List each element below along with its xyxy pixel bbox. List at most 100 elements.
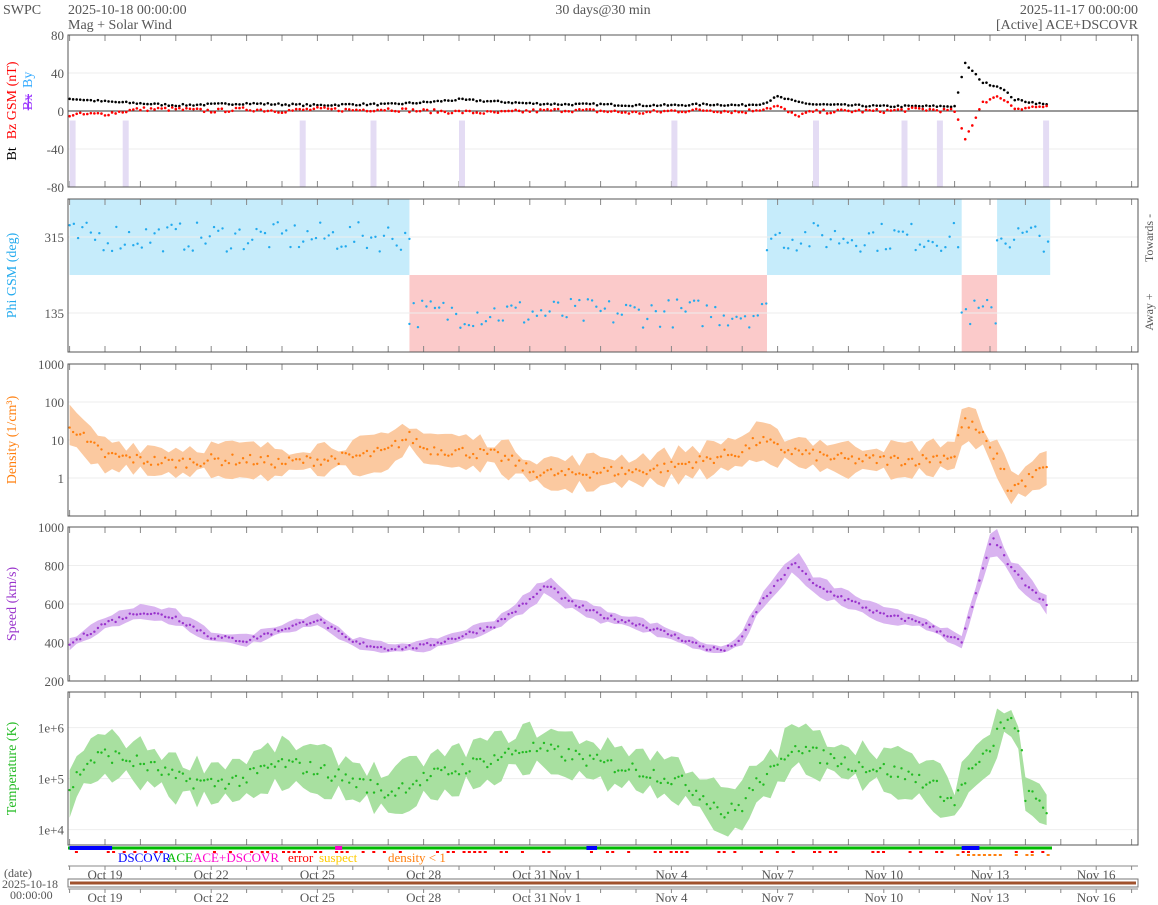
- point-speed: [206, 635, 209, 638]
- point-bz: [613, 109, 617, 113]
- x-tick-label: Oct 25: [300, 867, 335, 882]
- status-error-mark: [871, 851, 875, 853]
- point-temp: [542, 741, 546, 745]
- point-speed: [486, 625, 489, 629]
- point-bz: [298, 107, 302, 111]
- point-phi: [952, 221, 956, 225]
- point-speed: [171, 616, 174, 620]
- point-speed: [656, 627, 659, 630]
- point-bz: [921, 107, 925, 111]
- point-bt: [949, 105, 953, 109]
- point-bt: [797, 100, 801, 104]
- point-speed: [631, 622, 634, 625]
- point-speed: [1020, 577, 1024, 580]
- point-density: [256, 462, 259, 465]
- point-phi: [948, 235, 951, 238]
- point-phi: [748, 326, 751, 329]
- point-bt: [188, 103, 192, 106]
- point-phi: [348, 225, 352, 229]
- point-density: [528, 471, 531, 474]
- point-speed: [369, 645, 372, 648]
- point-density: [794, 447, 797, 450]
- point-phi: [442, 301, 445, 305]
- point-density: [195, 463, 199, 466]
- point-bz: [255, 108, 259, 112]
- point-temp: [464, 772, 468, 775]
- point-temp: [365, 791, 369, 794]
- status-lowdens-mark: [1046, 854, 1050, 856]
- point-bz: [408, 110, 411, 114]
- point-density: [96, 444, 100, 447]
- point-bz: [701, 109, 705, 112]
- point-temp: [956, 789, 960, 792]
- point-speed: [156, 612, 160, 615]
- point-speed: [939, 630, 942, 633]
- point-bz: [192, 107, 195, 111]
- point-bt: [712, 103, 716, 107]
- point-speed: [585, 609, 588, 612]
- point-bt: [942, 105, 946, 108]
- point-bz: [86, 112, 89, 116]
- point-speed: [776, 579, 779, 582]
- point-bt: [1041, 102, 1045, 106]
- point-speed: [716, 647, 719, 651]
- point-bt: [705, 103, 709, 106]
- point-speed: [942, 634, 946, 637]
- point-bt: [726, 104, 730, 107]
- point-bt: [900, 105, 903, 109]
- point-density: [86, 440, 89, 444]
- point-speed: [666, 633, 670, 636]
- x-tick-label: Oct 31: [512, 890, 547, 905]
- point-speed: [142, 612, 146, 615]
- point-temp: [967, 767, 970, 770]
- point-speed: [648, 628, 652, 632]
- point-speed: [404, 646, 408, 649]
- point-density: [1006, 489, 1009, 492]
- point-temp: [344, 773, 347, 776]
- point-phi: [956, 246, 960, 249]
- point-density: [864, 454, 868, 457]
- status-error-mark: [653, 851, 657, 853]
- point-temp: [815, 746, 818, 750]
- point-phi: [314, 236, 318, 240]
- point-bt: [574, 102, 578, 106]
- point-bz: [121, 111, 124, 114]
- point-temp: [270, 762, 273, 766]
- point-temp: [503, 751, 507, 754]
- point-bt: [301, 104, 305, 108]
- point-density: [532, 470, 535, 473]
- point-bt: [454, 98, 457, 102]
- point-bt: [75, 98, 78, 101]
- point-density: [174, 466, 177, 469]
- point-density: [769, 438, 772, 441]
- point-phi: [110, 249, 114, 253]
- point-bt: [436, 99, 440, 103]
- point-speed: [376, 646, 379, 649]
- point-bz: [974, 116, 978, 119]
- point-bz: [804, 111, 808, 114]
- point-phi: [255, 227, 258, 231]
- point-bt: [86, 98, 89, 102]
- point-speed: [248, 638, 252, 642]
- point-bt: [266, 101, 270, 105]
- point-bt: [340, 102, 344, 106]
- point-bt: [691, 102, 694, 106]
- bz-south-band: [671, 120, 678, 187]
- point-bz: [1024, 106, 1027, 110]
- point-speed: [358, 642, 362, 645]
- point-bz: [132, 108, 135, 111]
- legend-error: error: [288, 850, 314, 865]
- point-bz: [719, 111, 723, 114]
- point-bz: [486, 109, 489, 113]
- point-phi: [446, 318, 449, 321]
- point-speed: [1024, 584, 1027, 587]
- point-bt: [259, 102, 263, 105]
- point-bz: [670, 109, 673, 112]
- point-phi: [650, 304, 653, 307]
- point-bz: [737, 110, 740, 114]
- legend-dscovr: DSCOVR: [118, 850, 171, 865]
- point-density: [210, 453, 213, 456]
- point-speed: [556, 591, 560, 594]
- point-density: [847, 457, 850, 461]
- point-bt: [440, 100, 443, 103]
